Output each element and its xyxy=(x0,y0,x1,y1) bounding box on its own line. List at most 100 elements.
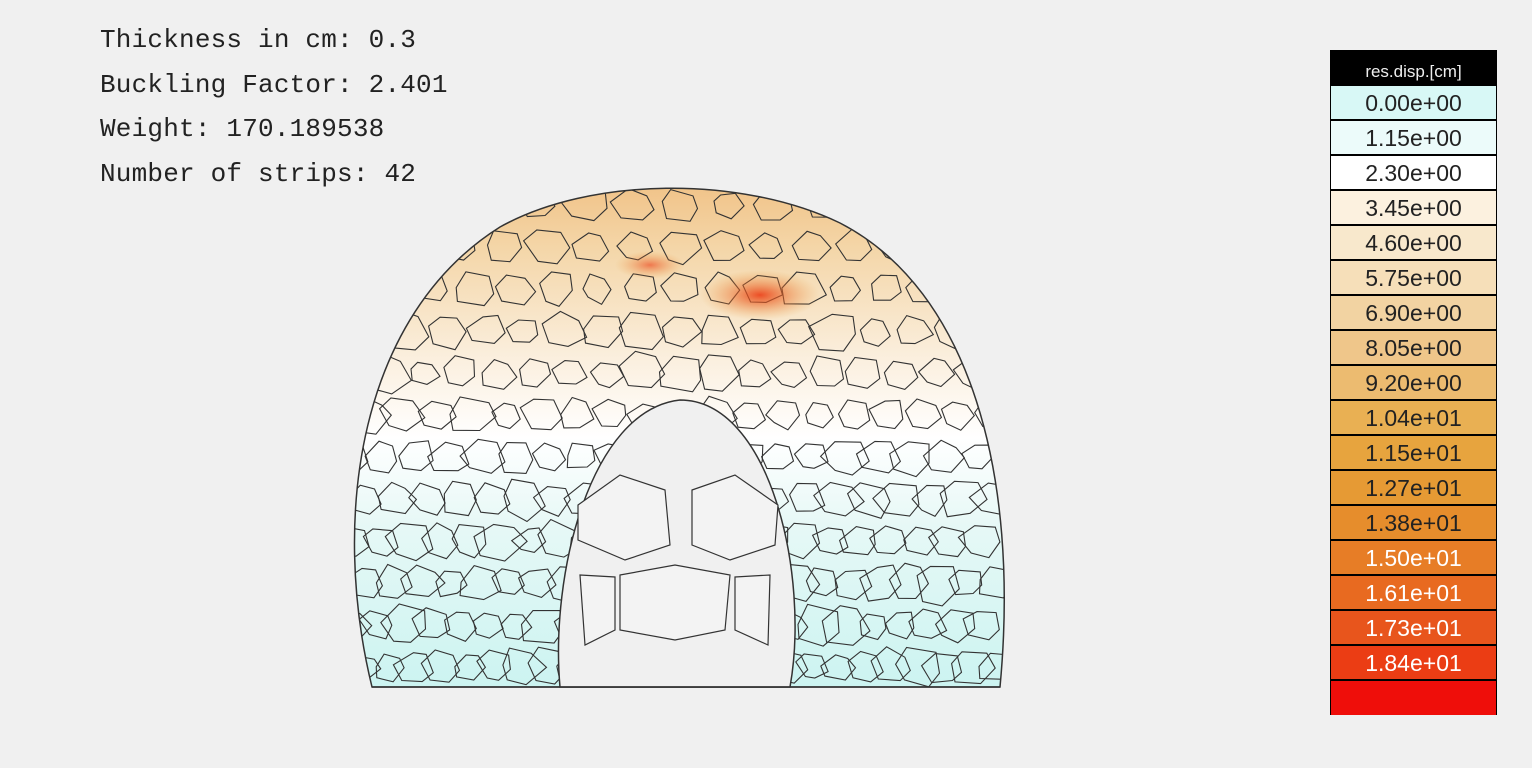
shell-cell xyxy=(378,397,426,432)
shell-cell xyxy=(380,603,427,643)
shell-cell xyxy=(859,613,887,641)
legend-entry: 1.15e+01 xyxy=(1331,436,1496,469)
legend-entry: 1.84e+01 xyxy=(1331,646,1496,679)
shell-cell xyxy=(805,567,839,597)
legend-entry: 2.30e+00 xyxy=(1331,156,1496,189)
shell-cell xyxy=(951,651,996,685)
shell-cell xyxy=(788,482,826,512)
shell-cell xyxy=(476,649,511,681)
shell-cell xyxy=(582,273,612,306)
shell-cell xyxy=(791,230,832,262)
shell-cell xyxy=(384,522,434,562)
shell-cell xyxy=(591,398,627,428)
legend-entry: 3.45e+00 xyxy=(1331,191,1496,224)
legend-entry: 6.90e+00 xyxy=(1331,296,1496,329)
shell-cell xyxy=(978,566,1005,599)
shell-cell xyxy=(354,394,393,435)
shell-cell xyxy=(375,653,405,683)
shell-cell xyxy=(449,396,497,432)
shell-cell xyxy=(410,361,441,385)
shell-cell xyxy=(795,653,829,679)
shell-cell xyxy=(945,274,992,306)
shell-cell xyxy=(494,274,537,306)
shell-cell xyxy=(813,481,865,517)
shell-cell xyxy=(738,359,772,388)
shell-cell xyxy=(364,440,398,474)
legend-entry: 1.61e+01 xyxy=(1331,576,1496,609)
shell-cell xyxy=(400,564,446,597)
shell-cell xyxy=(551,360,588,385)
legend-entry: 1.27e+01 xyxy=(1331,471,1496,504)
shell-cell xyxy=(870,646,911,682)
shell-cell xyxy=(443,480,477,517)
shell-cell xyxy=(383,188,413,218)
shell-cell xyxy=(855,440,902,474)
shell-cell xyxy=(503,478,546,523)
legend-entry xyxy=(1331,681,1496,715)
shell-cell xyxy=(510,527,547,554)
shell-cell xyxy=(939,480,988,518)
legend-entry: 4.60e+00 xyxy=(1331,226,1496,259)
shell-cell xyxy=(491,568,525,595)
shell-cell xyxy=(896,314,935,345)
strip-count-readout: Number of strips: 42 xyxy=(100,158,417,189)
shell-cell xyxy=(661,188,699,222)
shell-cell xyxy=(519,398,563,431)
shell-cell xyxy=(459,564,502,601)
shell-cell xyxy=(838,526,876,556)
shell-cell xyxy=(422,188,468,226)
shell-cell xyxy=(837,399,871,430)
shell-cell xyxy=(859,564,902,602)
shell-cell xyxy=(618,311,664,351)
shell-cell xyxy=(969,313,1005,348)
shell-cell xyxy=(473,523,528,562)
shell-cell xyxy=(454,654,487,681)
shell-cell xyxy=(922,439,966,473)
shell-cell xyxy=(500,613,533,640)
shell-cell xyxy=(609,188,655,221)
shell-cell xyxy=(920,653,963,684)
shell-cell xyxy=(618,350,666,389)
shell-cell xyxy=(888,562,930,600)
shell-cell xyxy=(517,568,557,599)
shell-cell xyxy=(883,360,919,391)
shell-cell xyxy=(819,441,870,476)
shell-cell xyxy=(411,607,451,639)
shell-cell xyxy=(820,654,857,681)
shell-cell xyxy=(491,402,521,430)
shell-cell xyxy=(566,442,596,469)
shell-cell xyxy=(498,441,534,474)
shell-cell xyxy=(417,400,457,430)
displacement-legend: res.disp.[cm] 0.00e+00 1.15e+00 2.30e+00 3.… xyxy=(1330,50,1497,715)
model-viewport[interactable] xyxy=(320,175,1030,695)
shell-cell xyxy=(392,652,434,683)
shell-cell xyxy=(940,401,976,431)
shell-cell xyxy=(793,443,829,469)
legend-entry: 5.75e+00 xyxy=(1331,261,1496,294)
shell-cell xyxy=(541,310,588,347)
shell-cell xyxy=(658,355,702,393)
weight-readout: Weight: 170.189538 xyxy=(100,114,385,144)
shell-cell xyxy=(354,190,367,221)
shell-cell xyxy=(451,524,487,559)
shell-cell xyxy=(871,274,902,301)
shell-cell xyxy=(701,314,739,346)
shell-cell xyxy=(948,569,983,596)
shell-cell xyxy=(472,612,504,639)
shell-cell xyxy=(957,525,1001,559)
shell-cell xyxy=(481,358,518,390)
shell-cell xyxy=(809,355,845,387)
shell-cell xyxy=(354,484,382,515)
shell-cell xyxy=(821,605,871,646)
legend-entry: 1.73e+01 xyxy=(1331,611,1496,644)
legend-title: res.disp.[cm] xyxy=(1365,62,1462,81)
shell-cell xyxy=(908,608,948,639)
shell-cell xyxy=(421,522,459,560)
buckling-factor-readout: Buckling Factor: 2.401 xyxy=(100,69,448,100)
shell-cell xyxy=(660,272,699,302)
shell-cell xyxy=(374,274,408,305)
shell-cell xyxy=(829,275,862,302)
shell-cell xyxy=(904,398,943,430)
shell-cell xyxy=(872,482,920,517)
shell-cell xyxy=(539,271,573,307)
